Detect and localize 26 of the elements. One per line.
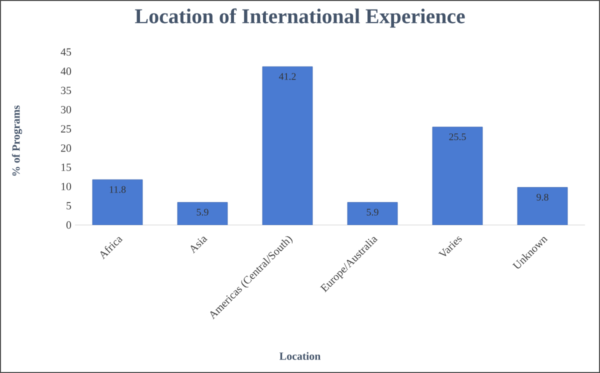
data-label: 11.8 — [110, 186, 126, 193]
bar — [177, 202, 228, 225]
y-tick-label: 35 — [61, 86, 72, 94]
y-tick-label: 20 — [61, 144, 72, 152]
x-tick-label: Asia — [190, 236, 208, 254]
data-label: 41.2 — [278, 73, 296, 80]
y-tick-label: 5 — [66, 202, 72, 210]
bar — [432, 126, 483, 225]
y-axis-title: % of Programs — [12, 105, 22, 176]
y-tick-label: 10 — [61, 182, 72, 190]
bar — [262, 66, 313, 225]
data-label: 9.8 — [536, 194, 548, 201]
bar — [92, 179, 143, 225]
data-label: 25.5 — [449, 133, 466, 140]
y-tick-label: 40 — [60, 68, 72, 75]
y-tick-label: 15 — [61, 164, 72, 172]
data-label: 5.9 — [196, 208, 208, 216]
y-tick-label: 30 — [61, 106, 72, 114]
chart-title: Location of International Experience — [135, 8, 465, 28]
x-axis-title: Location — [279, 352, 321, 360]
bar — [517, 187, 568, 225]
y-tick-label: 0 — [66, 221, 72, 229]
y-tick-label: 45 — [60, 48, 72, 56]
bar — [347, 202, 398, 225]
y-tick-label: 25 — [61, 125, 72, 133]
data-label: 5.9 — [366, 208, 378, 216]
